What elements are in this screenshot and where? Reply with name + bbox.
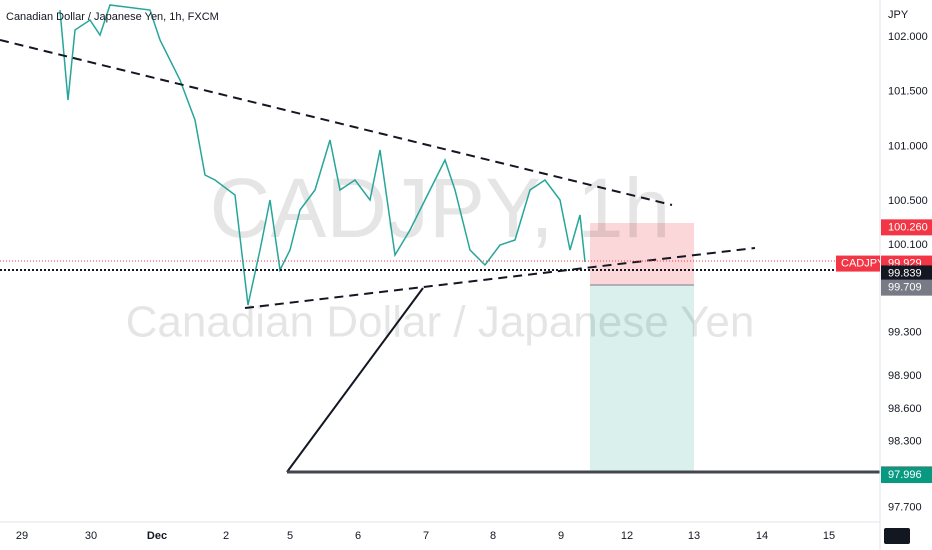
- price-tick-label: 101.500: [888, 86, 928, 98]
- price-tick-label: 101.000: [888, 140, 928, 152]
- time-label: 29: [16, 530, 28, 542]
- time-label: 12: [621, 530, 633, 542]
- price-tag: [881, 219, 932, 236]
- price-tick-label: 100.100: [888, 239, 928, 251]
- price-tick-label: 100.500: [888, 195, 928, 207]
- projection-line: [286, 287, 424, 473]
- target-zone: [590, 285, 694, 472]
- dynamic-layer: 102.000 101.500 101.000 100.500 100.100 99.30…: [16, 31, 932, 542]
- price-tag: [881, 279, 932, 296]
- time-label: 6: [355, 530, 361, 542]
- price-tick-label: 99.300: [888, 326, 922, 338]
- logo: [884, 528, 910, 544]
- time-label: 7: [423, 530, 429, 542]
- time-label: 13: [688, 530, 700, 542]
- symbol-tag-text: CADJPY: [841, 257, 885, 269]
- time-label: 5: [287, 530, 293, 542]
- watermark-symbol: CADJPY, 1h: [210, 161, 671, 255]
- price-path: [59, 4, 586, 306]
- price-tag: [881, 467, 932, 484]
- price-tick-label: 97.700: [888, 501, 922, 513]
- price-tag: [881, 265, 932, 282]
- time-label: Dec: [147, 530, 167, 542]
- watermark-name: Canadian Dollar / Japanese Yen: [126, 298, 755, 347]
- header-title: Canadian Dollar / Japanese Yen, 1h, FXCM: [6, 11, 219, 23]
- time-label: 15: [823, 530, 835, 542]
- time-label: 30: [85, 530, 97, 542]
- time-label: 14: [756, 530, 768, 542]
- price-tag-label: 100.260: [888, 221, 928, 233]
- currency-label: JPY: [888, 9, 909, 21]
- price-tag-label: 97.996: [888, 469, 922, 481]
- time-label: 8: [490, 530, 496, 542]
- price-tag-label: 99.839: [888, 267, 922, 279]
- symbol-tag: [836, 255, 880, 272]
- stop-zone: [590, 223, 694, 285]
- upper-trendline: [0, 39, 673, 206]
- price-tag-label: 99.709: [888, 282, 922, 294]
- time-label: 2: [223, 530, 229, 542]
- lower-trendline: [244, 247, 756, 309]
- price-tick-label: 98.600: [888, 403, 922, 415]
- price-tick-label: 98.300: [888, 436, 922, 448]
- time-label: 9: [558, 530, 564, 542]
- price-tick-label: 98.900: [888, 370, 922, 382]
- price-tick-label: 102.000: [888, 31, 928, 43]
